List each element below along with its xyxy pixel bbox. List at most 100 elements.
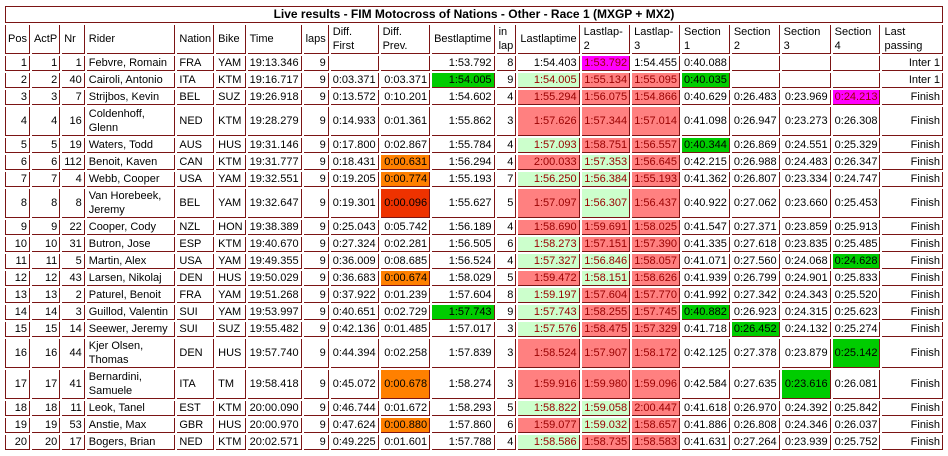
cell-lastlap2: 1:58.735 [581,435,631,450]
cell-lastlaptime: 1:59.197 [518,288,580,303]
cell-section3: 0:24.315 [781,305,831,320]
cell-last_passing: Finish [882,288,943,303]
cell-nation: NED [177,107,215,136]
cell-section1: 0:40.629 [682,90,730,105]
cell-section1: 0:41.547 [682,220,730,235]
cell-section4: 0:25.913 [832,220,881,235]
cell-laps: 9 [303,435,329,450]
cell-nr: 112 [62,155,85,170]
cell-lastlap3: 1:58.657 [632,418,681,433]
cell-bike: HUS [216,271,246,286]
cell-section1: 0:41.098 [682,107,730,136]
cell-bestlaptime: 1:57.788 [432,435,495,450]
cell-lastlap3: 1:58.583 [632,435,681,450]
cell-diff_first: 0:37.922 [330,288,379,303]
cell-bestlaptime: 1:55.862 [432,107,495,136]
cell-bike: HUS [216,418,246,433]
cell-rider: Paturel, Benoit [86,288,176,303]
cell-actp: 1 [31,56,61,71]
cell-bestlaptime: 1:55.627 [432,189,495,218]
cell-actp: 16 [31,339,61,368]
column-header-last_passing: Last passing [882,25,943,54]
cell-lastlap3: 1:54.455 [632,56,681,71]
cell-section2: 0:27.062 [731,189,780,218]
cell-lastlaptime: 1:57.626 [518,107,580,136]
column-header-lastlap3: Lastlap- 3 [632,25,681,54]
cell-bike: HON [216,220,246,235]
cell-time: 19:58.418 [247,370,302,399]
cell-bike: TM [216,370,246,399]
table-row: 15 15 14 Seewer, Jeremy SUI SUZ 19:55.482 9 0:42… [5,322,943,337]
cell-laps: 9 [303,189,329,218]
cell-section2: 0:27.342 [731,288,780,303]
column-header-time: Time [247,25,302,54]
cell-bike: KTM [216,435,246,450]
cell-lastlap2: 1:58.475 [581,322,631,337]
table-row: 2 2 40 Cairoli, Antonio ITA KTM 19:16.717 9 0:03… [5,73,943,88]
cell-rider: Waters, Todd [86,138,176,153]
cell-lastlap3: 1:57.014 [632,107,681,136]
results-table: Live results - FIM Motocross of Nations … [3,4,945,452]
cell-lastlaptime: 2:00.033 [518,155,580,170]
cell-bike: YAM [216,254,246,269]
cell-lastlap2: 1:58.255 [581,305,631,320]
cell-diff_prev: 0:01.601 [380,435,431,450]
cell-in_lap: 8 [496,56,517,71]
cell-section4: 0:24.747 [832,172,881,187]
cell-section1: 0:41.718 [682,322,730,337]
cell-nr: 44 [62,339,85,368]
cell-section1: 0:41.071 [682,254,730,269]
cell-bestlaptime: 1:54.602 [432,90,495,105]
cell-lastlap3: 1:55.193 [632,172,681,187]
cell-bike: SUZ [216,90,246,105]
cell-lastlap2: 1:59.980 [581,370,631,399]
cell-actp: 5 [31,138,61,153]
cell-in_lap: 4 [496,138,517,153]
cell-bestlaptime: 1:58.274 [432,370,495,399]
cell-diff_prev: 0:02.281 [380,237,431,252]
cell-nr: 4 [62,172,85,187]
cell-last_passing: Finish [882,305,943,320]
cell-time: 19:53.997 [247,305,302,320]
cell-bike: YAM [216,189,246,218]
cell-nation: NED [177,435,215,450]
cell-diff_first: 0:47.624 [330,418,379,433]
cell-rider: Strijbos, Kevin [86,90,176,105]
table-row: 13 13 2 Paturel, Benoit FRA YAM 19:51.268 9 0:37… [5,288,943,303]
cell-section1: 0:40.035 [682,73,730,88]
table-row: 8 8 8 Van Horebeek, Jeremy BEL YAM 19:32.647 9 0… [5,189,943,218]
cell-lastlap2: 1:56.846 [581,254,631,269]
cell-nation: DEN [177,339,215,368]
cell-nr: 31 [62,237,85,252]
cell-section4: 0:25.520 [832,288,881,303]
cell-time: 19:31.146 [247,138,302,153]
cell-rider: Bogers, Brian [86,435,176,450]
cell-bestlaptime: 1:57.743 [432,305,495,320]
table-row: 6 6 112 Benoit, Kaven CAN KTM 19:31.777 9 0:18.4… [5,155,943,170]
cell-nation: USA [177,172,215,187]
cell-section2 [731,56,780,71]
cell-actp: 15 [31,322,61,337]
cell-bestlaptime: 1:56.524 [432,254,495,269]
cell-rider: Coldenhoff, Glenn [86,107,176,136]
cell-laps: 9 [303,370,329,399]
cell-diff_prev: 0:02.258 [380,339,431,368]
cell-lastlap2: 1:56.384 [581,172,631,187]
cell-section2: 0:26.452 [731,322,780,337]
cell-time: 19:49.355 [247,254,302,269]
cell-section4: 0:25.623 [832,305,881,320]
cell-lastlap2: 1:57.151 [581,237,631,252]
page-title: Live results - FIM Motocross of Nations … [5,6,943,23]
cell-pos: 6 [5,155,30,170]
cell-bike: YAM [216,56,246,71]
cell-last_passing: Finish [882,107,943,136]
cell-section4: 0:25.142 [832,339,881,368]
cell-diff_prev [380,56,431,71]
cell-time: 19:13.346 [247,56,302,71]
cell-lastlaptime: 1:57.743 [518,305,580,320]
cell-section4: 0:25.752 [832,435,881,450]
cell-nr: 41 [62,370,85,399]
cell-in_lap: 9 [496,73,517,88]
cell-bestlaptime: 1:57.604 [432,288,495,303]
cell-laps: 9 [303,73,329,88]
